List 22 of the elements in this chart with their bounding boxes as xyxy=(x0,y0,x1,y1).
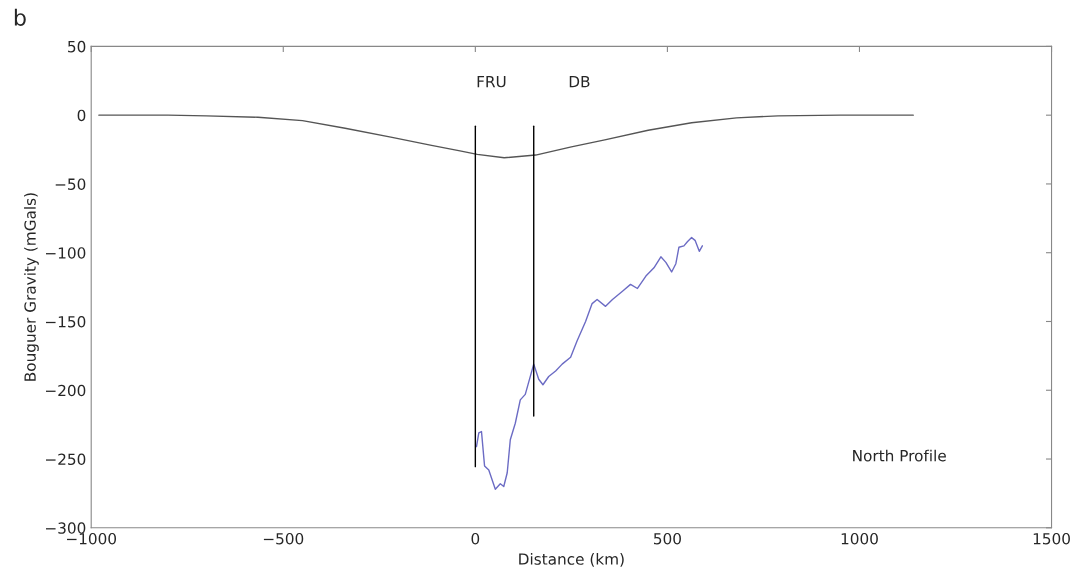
y-tick-label: −200 xyxy=(46,384,86,397)
y-tick-label: −300 xyxy=(46,522,86,534)
annotation: DB xyxy=(569,76,590,88)
x-tick-label: −500 xyxy=(263,532,304,545)
x-tick-label: 500 xyxy=(654,532,681,545)
y-tick-label: −150 xyxy=(46,315,86,328)
line-series xyxy=(98,114,914,159)
annotation: North Profile xyxy=(853,449,946,462)
x-tick-label: 1000 xyxy=(841,532,878,545)
x-axis-title: Distance (km) xyxy=(519,553,624,567)
x-tick-label: 0 xyxy=(471,532,480,545)
y-tick-label: −100 xyxy=(46,247,86,259)
y-tick-label: −50 xyxy=(55,178,86,190)
line-series xyxy=(475,236,704,490)
x-tick-label: 1500 xyxy=(1033,532,1070,545)
y-tick-label: 0 xyxy=(77,109,86,122)
annotation: FRU xyxy=(477,76,506,88)
y-tick-label: −250 xyxy=(46,453,86,466)
y-axis-title: Bouguer Gravity (mGals) xyxy=(24,193,39,381)
y-tick-label: 50 xyxy=(68,40,86,53)
text: b xyxy=(14,8,26,26)
x-tick-label: −1000 xyxy=(66,532,117,545)
